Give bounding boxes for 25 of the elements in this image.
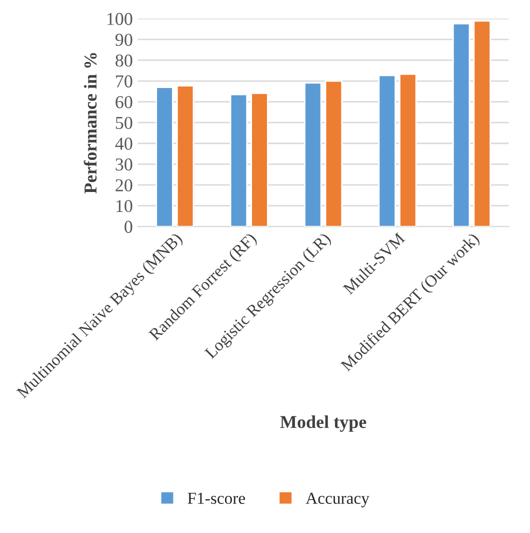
bar	[399, 73, 417, 227]
bar	[452, 22, 470, 227]
legend-label: F1-score	[188, 492, 245, 504]
y-tick-label: 30	[116, 158, 132, 171]
y-tick-label: 20	[116, 179, 132, 192]
y-tick-label: 100	[107, 12, 132, 26]
y-tick-label: 40	[115, 138, 132, 150]
bar	[304, 82, 322, 227]
y-tick-label: 50	[116, 116, 132, 130]
bar	[156, 86, 174, 227]
y-tick-label: 60	[116, 96, 132, 108]
bar	[176, 85, 194, 227]
bar	[250, 92, 268, 227]
bar	[473, 20, 491, 227]
y-tick-label: 70	[116, 75, 132, 88]
bar	[378, 74, 396, 227]
y-tick-label: 80	[116, 54, 132, 67]
y-tick-label: 10	[116, 200, 132, 212]
bar	[230, 94, 248, 227]
y-tick-label: 0	[124, 220, 132, 233]
bar	[324, 80, 343, 227]
x-axis-title: Model type	[280, 415, 366, 432]
legend-label: Accuracy	[306, 492, 370, 508]
y-tick-label: 90	[115, 34, 132, 46]
y-axis-title: Performance in %	[84, 53, 97, 194]
